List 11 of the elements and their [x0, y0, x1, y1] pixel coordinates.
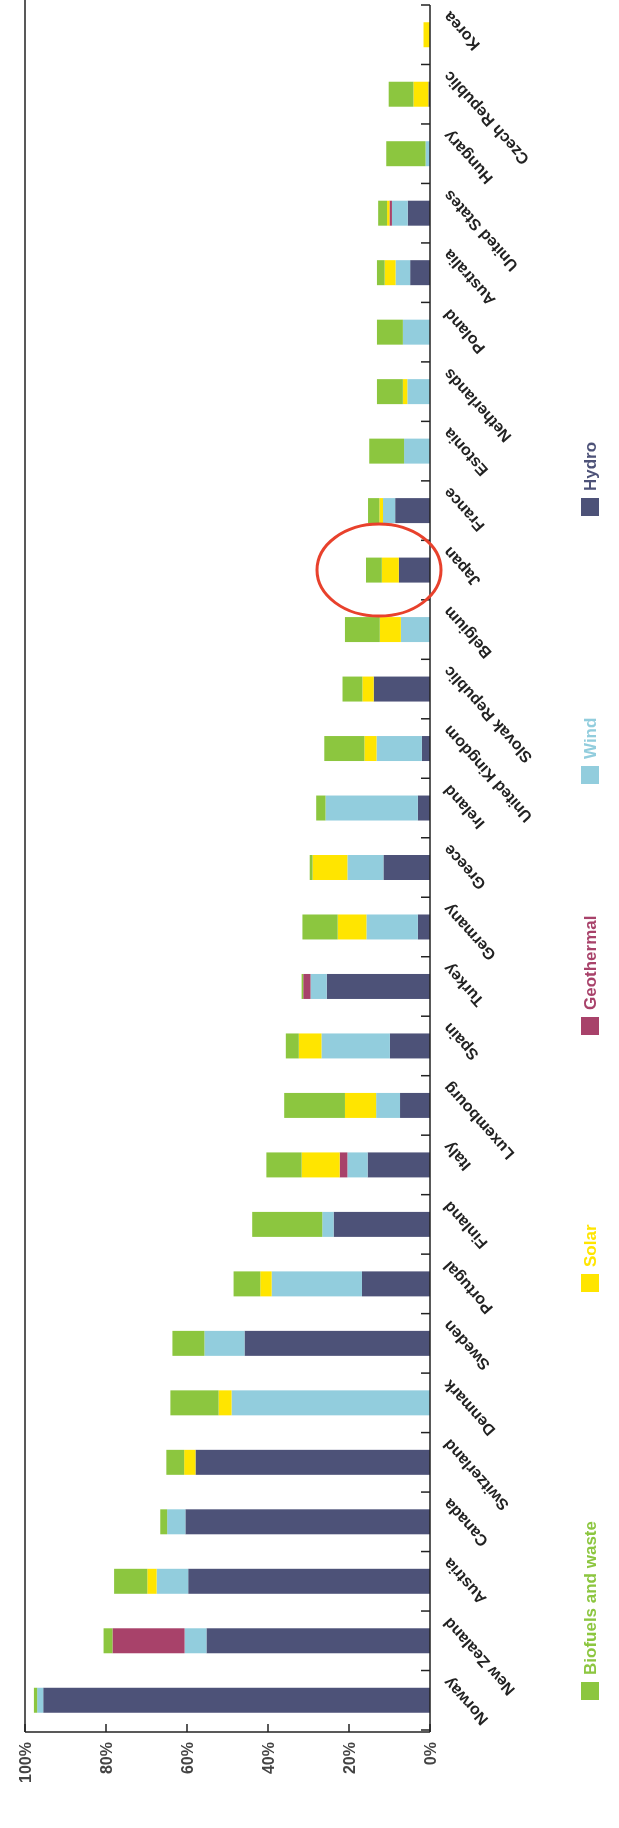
x-tick-label: 20% [340, 1742, 358, 1775]
text: Wind [580, 717, 600, 759]
x-tick-label: 0% [421, 1742, 439, 1766]
x-tick-label: 80% [97, 1742, 115, 1775]
text: Biofuels and waste [580, 1521, 600, 1675]
text: Solar [580, 1224, 600, 1267]
x-tick-label: 100% [16, 1742, 34, 1783]
text: Hydro [580, 441, 600, 491]
x-tick-label: 60% [178, 1742, 196, 1775]
text: Geothermal [580, 915, 600, 1010]
x-tick-label: 40% [259, 1742, 277, 1775]
